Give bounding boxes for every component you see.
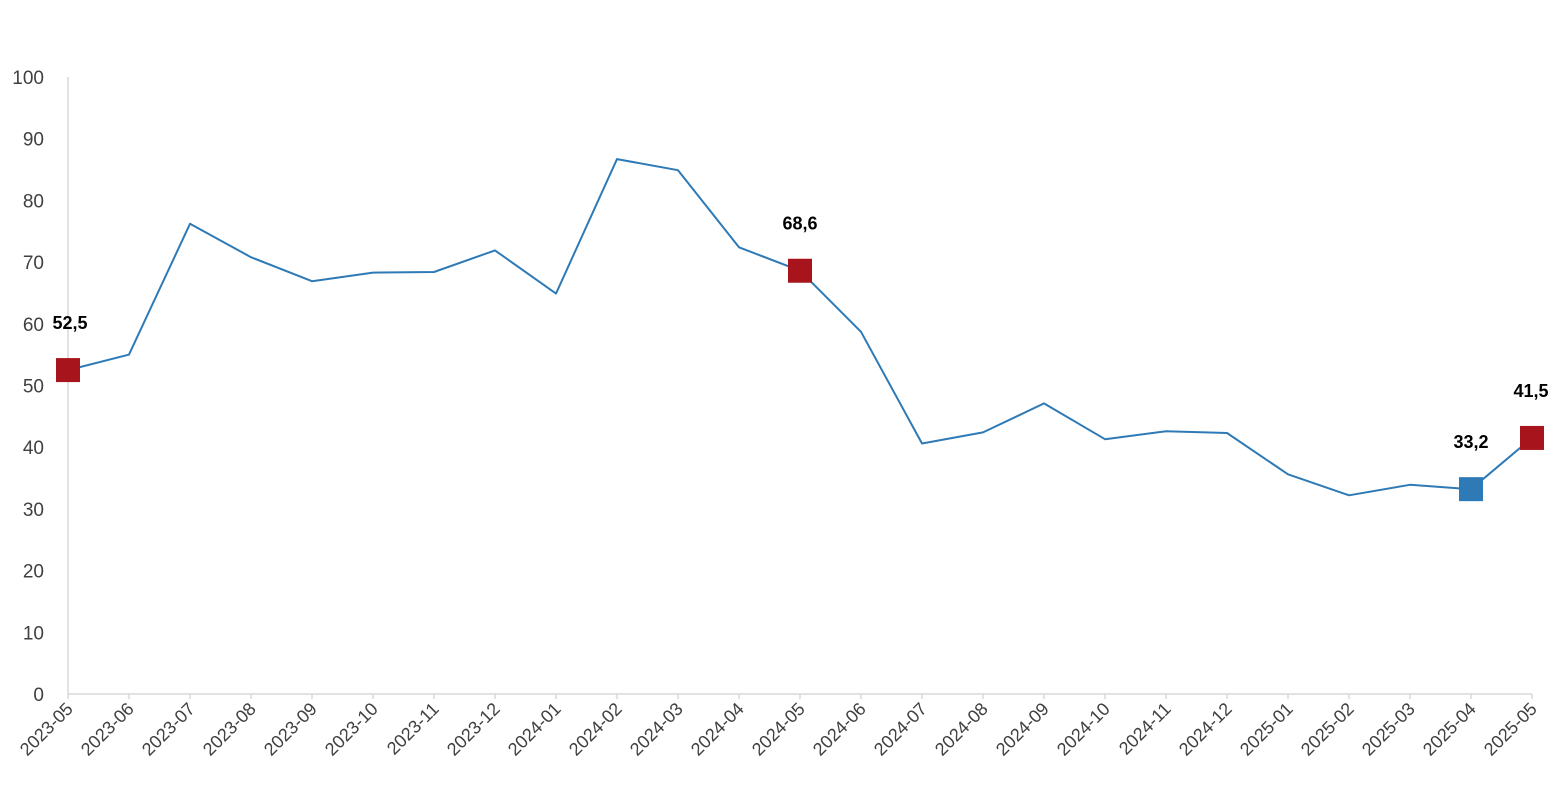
x-tick-label: 2023-12 bbox=[443, 699, 504, 760]
y-tick-label: 60 bbox=[23, 315, 44, 336]
y-tick-label: 80 bbox=[23, 191, 44, 212]
x-tick-label: 2025-02 bbox=[1297, 699, 1358, 760]
markers-layer bbox=[56, 258, 1544, 502]
x-tick-label: 2023-06 bbox=[77, 699, 138, 760]
y-tick-label: 90 bbox=[23, 130, 44, 151]
x-tick-label: 2023-05 bbox=[16, 699, 77, 760]
data-label: 68,6 bbox=[782, 214, 817, 234]
x-tick-label: 2025-05 bbox=[1480, 699, 1541, 760]
x-tick-label: 2024-04 bbox=[687, 699, 748, 760]
x-tick-label: 2024-03 bbox=[626, 699, 687, 760]
x-tick-label: 2024-10 bbox=[1053, 699, 1114, 760]
y-tick-label: 70 bbox=[23, 253, 44, 274]
x-tick-label: 2024-08 bbox=[931, 699, 992, 760]
x-tick-label: 2023-10 bbox=[321, 699, 382, 760]
y-tick-label: 30 bbox=[23, 500, 44, 521]
x-tick-label: 2025-03 bbox=[1358, 699, 1419, 760]
x-tick-label: 2024-02 bbox=[565, 699, 626, 760]
x-tick-label: 2024-12 bbox=[1175, 699, 1236, 760]
x-axis: 2023-05 2023-06 2023-07 2023-08 2023-09 2023-… bbox=[16, 693, 1541, 760]
x-tick-label: 2024-06 bbox=[809, 699, 870, 760]
highlight-marker bbox=[1520, 425, 1544, 450]
x-tick-label: 2025-04 bbox=[1419, 699, 1480, 760]
y-tick-label: 40 bbox=[23, 438, 44, 459]
x-tick-label: 2024-11 bbox=[1115, 699, 1175, 759]
x-tick-label: 2023-08 bbox=[199, 699, 260, 760]
x-tick-label: 2023-11 bbox=[383, 699, 443, 759]
y-tick-label: 100 bbox=[12, 68, 44, 89]
x-tick-label: 2024-09 bbox=[992, 699, 1053, 760]
x-tick-label: 2024-05 bbox=[748, 699, 809, 760]
data-label: 52,5 bbox=[52, 313, 87, 333]
x-tick-label: 2023-09 bbox=[260, 699, 321, 760]
x-tick-label: 2024-07 bbox=[870, 699, 931, 760]
x-tick-label: 2025-01 bbox=[1236, 699, 1297, 760]
y-tick-label: 0 bbox=[33, 685, 44, 706]
series-line bbox=[67, 158, 1533, 497]
data-label: 33,2 bbox=[1453, 432, 1488, 452]
x-tick-label: 2024-01 bbox=[504, 699, 565, 760]
data-label: 41,5 bbox=[1513, 381, 1548, 401]
highlight-marker bbox=[1459, 477, 1483, 502]
y-tick-label: 50 bbox=[23, 377, 44, 398]
x-tick-label: 2023-07 bbox=[138, 699, 199, 760]
y-tick-label: 20 bbox=[23, 562, 44, 583]
data-labels-layer: 52,5 68,6 33,2 41,5 bbox=[52, 214, 1548, 452]
y-axis: 0 10 20 30 40 50 60 70 80 90 100 bbox=[12, 68, 69, 706]
highlight-marker bbox=[788, 258, 812, 283]
y-tick-label: 10 bbox=[23, 623, 44, 644]
series-layer bbox=[67, 158, 1533, 497]
highlight-marker bbox=[56, 358, 80, 383]
